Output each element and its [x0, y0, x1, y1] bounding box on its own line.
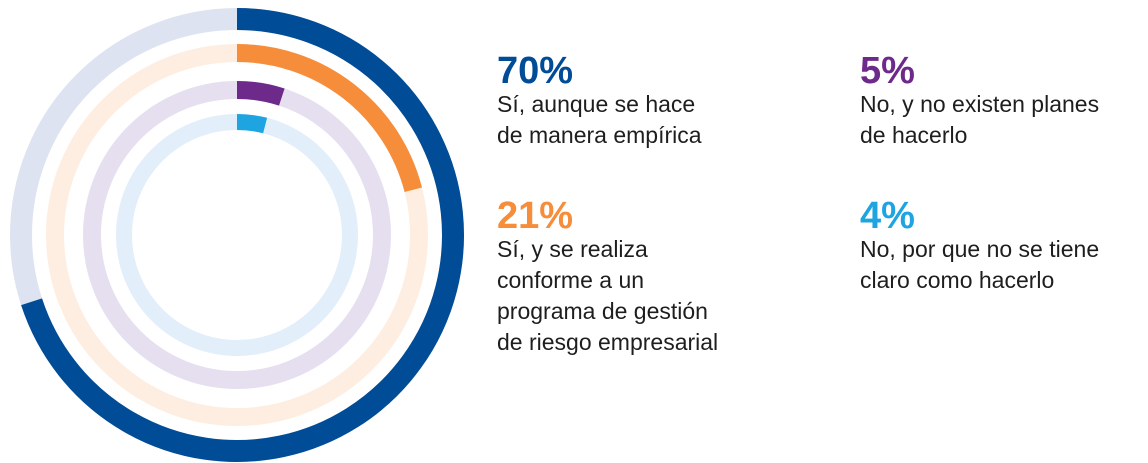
ring-track [83, 81, 391, 389]
legend-label: de manera empírica [497, 122, 702, 148]
legend-label: Sí, aunque se hace [497, 91, 695, 117]
ring-arc [21, 8, 464, 462]
ring-arc [236, 44, 422, 193]
legend-label: de hacerlo [860, 122, 967, 148]
legend-value: 5% [860, 50, 915, 92]
legend-label: Sí, y se realiza [497, 236, 648, 262]
legend-label: programa de gestión [497, 298, 708, 324]
legend-label: No, y no existen planes [860, 91, 1099, 117]
ring-arc [236, 114, 268, 134]
legend-value: 21% [497, 195, 573, 237]
legend-label: No, por que no se tiene [860, 236, 1099, 262]
legend-label: claro como hacerlo [860, 267, 1054, 293]
ring-track [116, 114, 358, 356]
legend-value: 4% [860, 195, 915, 237]
ring-arc [236, 81, 285, 106]
legend-label: de riesgo empresarial [497, 329, 718, 355]
legend-label: conforme a un [497, 267, 644, 293]
legend-value: 70% [497, 50, 573, 92]
